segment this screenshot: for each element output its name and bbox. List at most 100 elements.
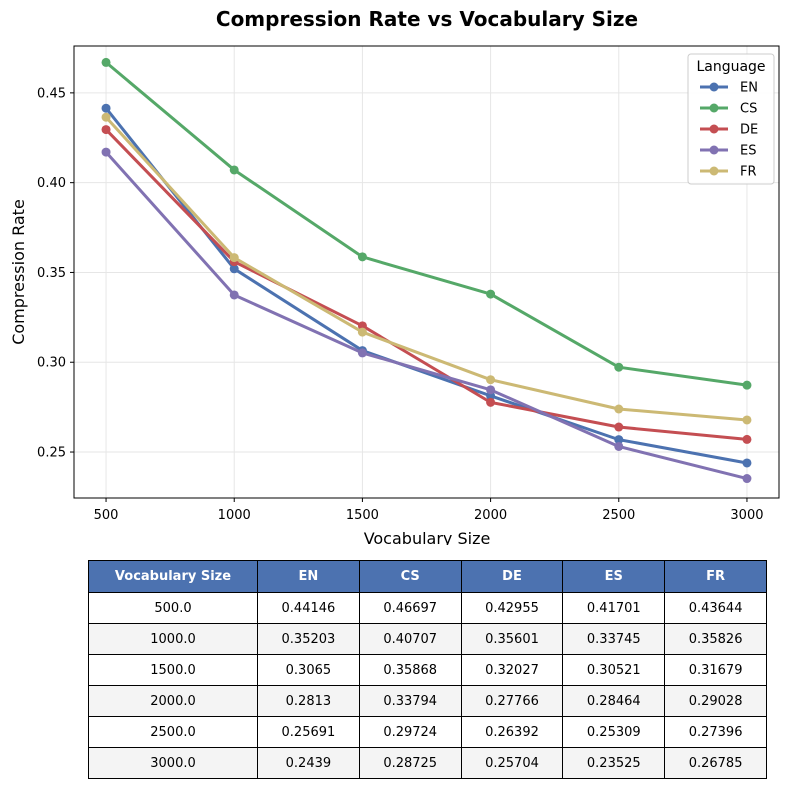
table-cell: 3000.0	[88, 747, 258, 779]
data-point-cs	[357, 252, 367, 262]
table-cell: 0.40707	[358, 623, 462, 655]
y-axis-label: Compression Rate	[9, 199, 28, 345]
series-line-de	[104, 128, 749, 441]
table-cell: 0.28464	[562, 685, 666, 717]
series-es	[101, 147, 752, 484]
legend-swatch-marker	[709, 166, 719, 176]
table-cell: 0.3065	[257, 654, 360, 686]
table-row: 1000.0 0.35203 0.40707 0.35601 0.33745 0.3582…	[88, 623, 767, 655]
legend-item-cs: CS	[700, 102, 757, 117]
table-cell: 0.29724	[358, 716, 462, 748]
data-point-es	[101, 147, 111, 157]
grid-lines	[74, 46, 779, 498]
table-body: 500.0 0.44146 0.46697 0.42955 0.41701 0.43644…	[88, 592, 767, 779]
legend-label-de: DE	[740, 123, 758, 138]
table-header-cell: ES	[562, 560, 666, 593]
table-cell: 0.35826	[664, 623, 767, 655]
data-point-de	[486, 397, 496, 407]
axes: 500 1000 1500 2000 2500 3000 0.25 0.30 0.35 0.40 0…	[37, 86, 763, 523]
series-lines	[101, 57, 752, 484]
x-tick-label: 3000	[730, 508, 763, 523]
table-cell: 0.26392	[460, 716, 564, 748]
data-point-fr	[229, 253, 239, 263]
series-fr	[101, 112, 752, 425]
table-cell: 0.30521	[562, 654, 666, 686]
data-point-fr	[614, 404, 624, 414]
table-cell: 0.25691	[257, 716, 360, 748]
table-cell: 0.29028	[664, 685, 767, 717]
data-point-en	[229, 264, 239, 274]
table-cell: 0.2439	[257, 747, 360, 779]
data-point-en	[742, 458, 752, 468]
series-line-en	[104, 106, 749, 465]
data-point-en	[101, 103, 111, 113]
legend-swatch-marker	[709, 103, 719, 113]
table-cell: 0.44146	[257, 592, 360, 624]
table-cell: 0.27396	[664, 716, 767, 748]
x-tick-label: 1000	[218, 508, 251, 523]
table-cell: 0.28725	[358, 747, 462, 779]
legend-item-en: EN	[700, 81, 758, 96]
table-cell: 0.31679	[664, 654, 767, 686]
legend-swatch-marker	[709, 124, 719, 134]
y-tick-label: 0.35	[37, 266, 66, 281]
data-point-de	[357, 321, 367, 331]
table-cell: 0.33794	[358, 685, 462, 717]
legend-item-de: DE	[700, 123, 758, 138]
legend-label-fr: FR	[740, 165, 757, 180]
x-tick-label: 2500	[602, 508, 635, 523]
y-tick-label: 0.45	[37, 86, 66, 101]
table-cell: 0.25704	[460, 747, 564, 779]
data-point-fr	[486, 375, 496, 385]
data-point-cs	[101, 57, 111, 67]
table-header-cell: CS	[358, 560, 462, 593]
table-header-cell: DE	[460, 560, 564, 593]
data-point-de	[614, 422, 624, 432]
legend-title: Language	[696, 59, 765, 75]
table-header-cell: EN	[257, 560, 360, 593]
y-tick-label: 0.30	[37, 356, 66, 371]
table-cell: 0.46697	[358, 592, 462, 624]
table-header-row: Vocabulary Size EN CS DE ES FR	[88, 560, 767, 593]
table-header-cell: Vocabulary Size	[88, 560, 258, 593]
y-tick-label: 0.25	[37, 446, 66, 461]
table-cell: 0.25309	[562, 716, 666, 748]
series-line-fr	[104, 115, 749, 422]
data-point-es	[742, 474, 752, 484]
legend-label-es: ES	[740, 144, 756, 159]
data-point-cs	[486, 289, 496, 299]
data-point-es	[614, 441, 624, 451]
table-row: 2500.0 0.25691 0.29724 0.26392 0.25309 0.2739…	[88, 716, 767, 748]
data-table: Vocabulary Size EN CS DE ES FR 500.0 0.44146 0.…	[88, 560, 767, 779]
legend-item-es: ES	[700, 144, 756, 159]
legend-swatch-marker	[709, 82, 719, 92]
table-cell: 0.42955	[460, 592, 564, 624]
table-cell: 0.27766	[460, 685, 564, 717]
data-point-fr	[742, 415, 752, 425]
series-line-cs	[104, 60, 749, 387]
legend-swatch-marker	[709, 145, 719, 155]
y-tick-label: 0.40	[37, 176, 66, 191]
table-cell: 0.32027	[460, 654, 564, 686]
x-tick-label: 2000	[474, 508, 507, 523]
data-point-fr	[357, 327, 367, 337]
data-point-es	[486, 385, 496, 395]
data-point-cs	[229, 165, 239, 175]
data-point-es	[229, 290, 239, 300]
legend-item-fr: FR	[700, 165, 757, 180]
table-cell: 0.41701	[562, 592, 666, 624]
data-point-cs	[742, 380, 752, 390]
table-cell: 0.35868	[358, 654, 462, 686]
table-cell: 0.2813	[257, 685, 360, 717]
legend-label-en: EN	[740, 81, 758, 96]
table-cell: 0.33745	[562, 623, 666, 655]
table-cell: 0.43644	[664, 592, 767, 624]
data-point-es	[357, 348, 367, 358]
legend: Language EN CS DE ES FR	[687, 53, 775, 185]
table-row: 1500.0 0.3065 0.35868 0.32027 0.30521 0.31679	[88, 654, 767, 686]
data-table-container: Vocabulary Size EN CS DE ES FR 500.0 0.44146 0.…	[88, 560, 767, 779]
data-point-cs	[614, 362, 624, 372]
table-cell: 2000.0	[88, 685, 258, 717]
x-tick-label: 1500	[346, 508, 379, 523]
table-row: 2000.0 0.2813 0.33794 0.27766 0.28464 0.29028	[88, 685, 767, 717]
